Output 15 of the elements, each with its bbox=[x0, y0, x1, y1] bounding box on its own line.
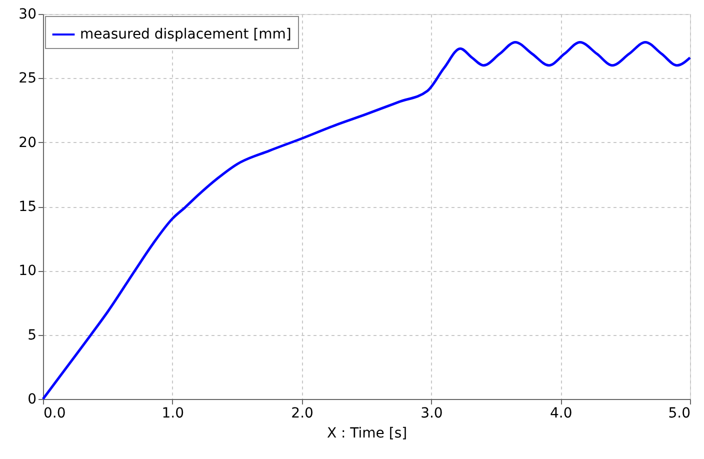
x-tick-label: 4.0 bbox=[550, 406, 572, 422]
y-tick-label: 15 bbox=[18, 199, 36, 215]
x-tick-label: 3.0 bbox=[420, 406, 443, 422]
y-tick-label: 30 bbox=[18, 6, 36, 22]
x-tick-label: 2.0 bbox=[291, 406, 314, 422]
y-tick-label: 5 bbox=[28, 327, 36, 344]
x-tick-label: 1.0 bbox=[162, 406, 184, 422]
y-tick-label: 0 bbox=[28, 392, 36, 408]
x-tick-label: 5.0 bbox=[668, 406, 690, 422]
legend-label: measured displacement [mm] bbox=[80, 26, 292, 42]
y-tick-label: 25 bbox=[18, 70, 36, 87]
y-tick-label: 20 bbox=[18, 134, 36, 151]
y-tick-label: 10 bbox=[18, 263, 36, 280]
x-tick-label: 0.0 bbox=[44, 406, 66, 422]
x-axis-title: X : Time [s] bbox=[326, 426, 408, 442]
